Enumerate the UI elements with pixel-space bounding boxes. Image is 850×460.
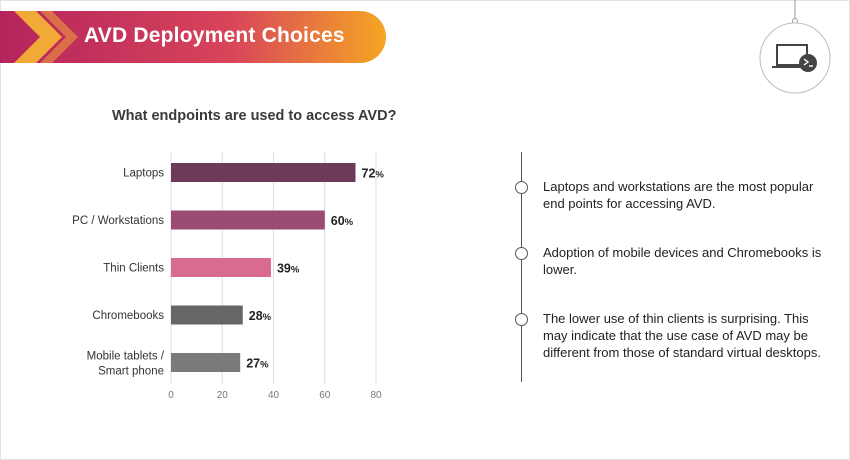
insights-panel: Laptops and workstations are the most po… [505, 150, 835, 385]
category-label: PC / Workstations [72, 215, 164, 227]
data-label: 39% [277, 262, 300, 276]
bar [171, 305, 243, 325]
page-title: AVD Deployment Choices [84, 24, 345, 47]
laptop-terminal-icon [759, 0, 831, 94]
bar [171, 353, 241, 372]
insight-text: The lower use of thin clients is surpris… [543, 311, 821, 360]
data-label: 72% [362, 167, 385, 181]
endpoints-bar-chart: 0 20 40 60 80 Laptops 72% PC / Workstations 60% T… [72, 152, 385, 401]
chart-question: What endpoints are used to access AVD? [112, 108, 397, 124]
bullet-circle-icon [515, 181, 528, 194]
category-label: Laptops [123, 168, 164, 180]
x-tick-label: 40 [268, 390, 280, 401]
bullet-circle-icon [515, 247, 528, 260]
category-label: Chromebooks [92, 310, 164, 322]
category-label: Mobile tablets / [87, 351, 165, 363]
category-label: Thin Clients [103, 263, 164, 275]
insight-text: Adoption of mobile devices and Chromeboo… [543, 245, 822, 277]
x-tick-label: 80 [370, 390, 382, 401]
timeline-line [521, 152, 522, 382]
x-tick-label: 60 [319, 390, 331, 401]
x-tick-label: 20 [217, 390, 229, 401]
bullet-circle-icon [515, 313, 528, 326]
bar [171, 210, 325, 230]
bar [171, 163, 356, 182]
data-label: 28% [249, 309, 272, 323]
title-banner [0, 11, 386, 63]
data-label: 27% [246, 357, 269, 371]
x-tick-label: 0 [168, 390, 174, 401]
bar [171, 258, 271, 277]
insight-text: Laptops and workstations are the most po… [543, 179, 814, 211]
data-label: 60% [331, 214, 354, 228]
category-label: Smart phone [98, 366, 164, 378]
